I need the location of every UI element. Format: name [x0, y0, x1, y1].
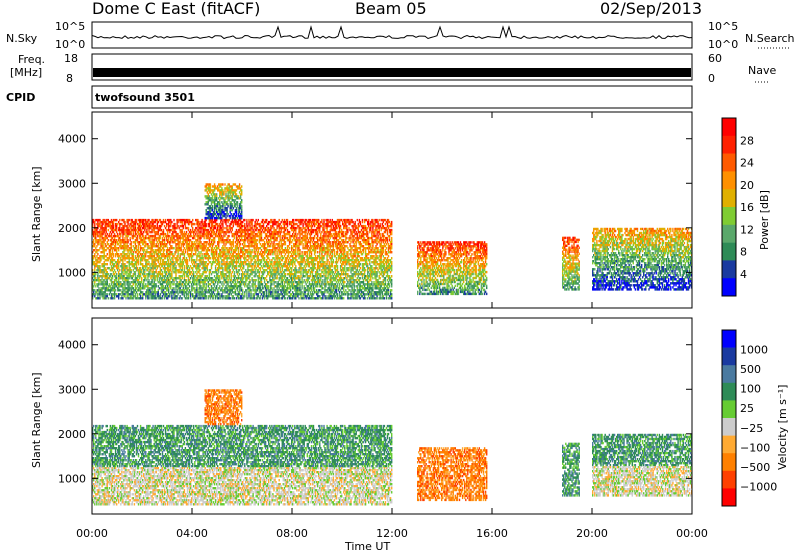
echo-cell [95, 237, 96, 239]
echo-cell [138, 263, 139, 265]
echo-cell [142, 297, 143, 299]
nsky-trace [92, 27, 692, 39]
echo-cell [95, 273, 96, 275]
nave-tick-bottom: 0 [708, 72, 715, 85]
station-title: Dome C East (fitACF) [92, 0, 260, 18]
echo-cell [97, 253, 98, 255]
echo-cell [151, 281, 152, 283]
date-title: 02/Sep/2013 [600, 0, 702, 18]
echo-cell [162, 297, 163, 299]
echo-cell [141, 281, 142, 283]
nsky-tick-top: 10^5 [55, 20, 85, 33]
nsky-label: N.Sky [6, 32, 38, 45]
echo-cell [115, 289, 116, 291]
echo-cell [160, 237, 161, 239]
echo-cell [107, 263, 108, 265]
echo-cell [118, 249, 119, 251]
echo-cell [98, 243, 99, 245]
echo-cell [133, 283, 134, 285]
freq-unit-label: [MHz] [10, 66, 42, 79]
echo-cell [113, 255, 114, 257]
echo-cell [131, 271, 132, 273]
echo-cell [120, 235, 121, 237]
echo-cell [108, 229, 109, 231]
freq-tick-bottom: 8 [66, 72, 73, 85]
echo-cell [148, 281, 149, 283]
freq-trace [93, 68, 691, 77]
echo-cell [98, 283, 99, 285]
freq-tick-top: 18 [64, 52, 78, 65]
echo-cell [129, 281, 130, 283]
echo-cell [120, 281, 121, 283]
echo-cell [130, 237, 131, 239]
cpid-label: CPID [6, 91, 35, 104]
echo-cell [108, 239, 109, 241]
echo-cell [107, 253, 108, 255]
echo-cell [118, 297, 119, 299]
echo-cell [148, 297, 149, 299]
echo-cell [99, 297, 100, 299]
echo-cell [155, 279, 156, 281]
echo-cell [127, 241, 128, 243]
echo-cell [119, 269, 120, 271]
nsky-tick-bottom: 10^0 [55, 38, 85, 51]
echo-cell [129, 219, 130, 221]
echo-cell [122, 237, 123, 239]
nsky-panel [92, 22, 692, 48]
echo-cell [105, 239, 106, 241]
nsearch-tick-top: 10^5 [708, 20, 738, 33]
echo-cell [112, 277, 113, 279]
echo-cell [116, 219, 117, 221]
freq-label: Freq. [18, 53, 45, 66]
nsearch-tick-bottom: 10^0 [708, 38, 738, 51]
cpid-value: twofsound 3501 [95, 91, 195, 104]
echo-cell [119, 219, 120, 221]
echo-cell [137, 237, 138, 239]
echo-cell [114, 297, 115, 299]
echo-cell [100, 259, 101, 261]
beam-title: Beam 05 [355, 0, 427, 18]
nave-label: Nave [748, 64, 776, 77]
echo-cell [164, 249, 165, 251]
power-echoes [92, 183, 692, 299]
echo-cell [108, 297, 109, 299]
nsearch-label: N.Search [745, 32, 795, 45]
echo-cell [145, 255, 146, 257]
nave-tick-top: 60 [708, 52, 722, 65]
range-time-figure: Dome C East (fitACF) Beam 05 02/Sep/2013… [0, 0, 800, 554]
echo-cell [107, 281, 108, 283]
echo-cell [156, 285, 157, 287]
